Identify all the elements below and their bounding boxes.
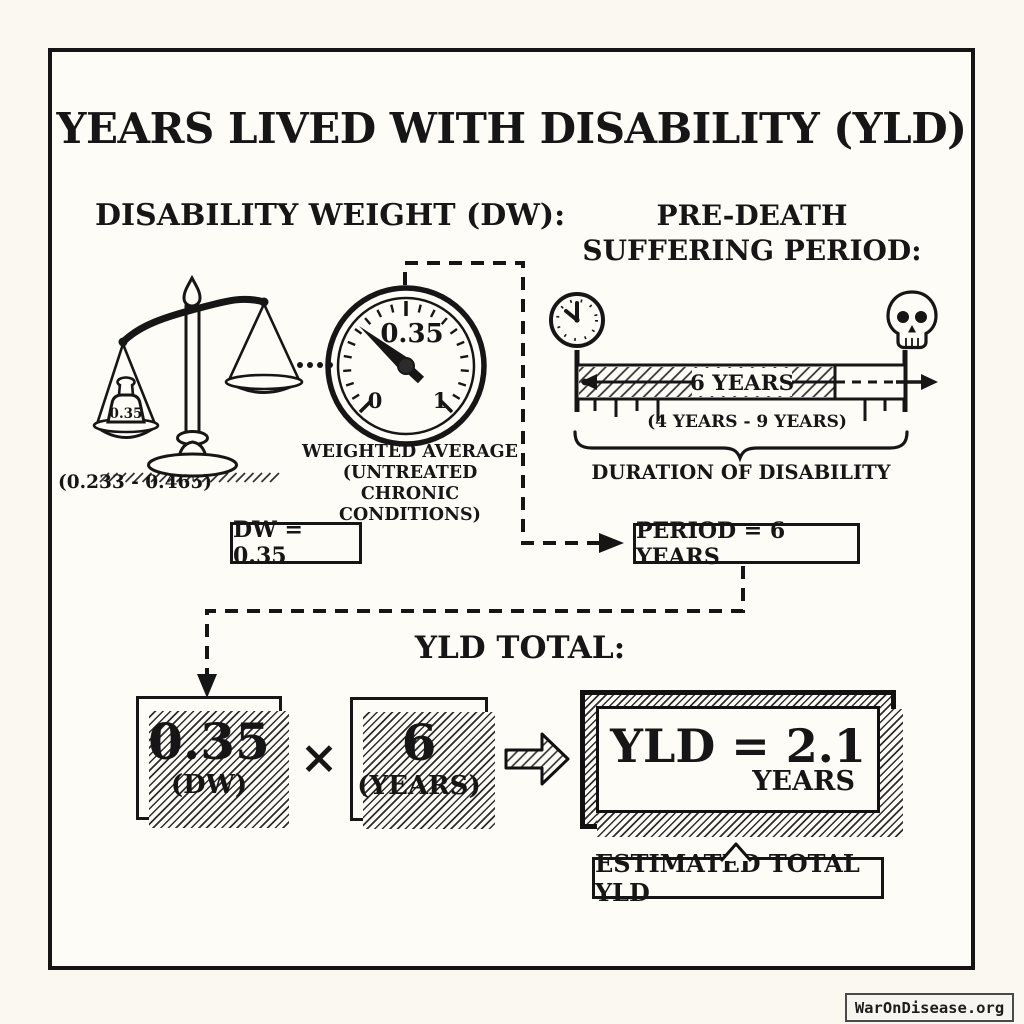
weight-range-label: (0.233 - 0.465)	[58, 472, 212, 493]
curly-brace	[573, 430, 909, 463]
factor1-label: (DW)	[170, 770, 248, 800]
timeline-range-label: (4 YEARS - 9 YEARS)	[647, 412, 847, 432]
yld-result-box: YLD = 2.1 YEARS	[580, 690, 903, 837]
gauge-caption-line2: (UNTREATED CHRONIC	[342, 463, 478, 504]
balance-scale-icon: 0.35 (0.233 - 0.465)	[58, 274, 304, 493]
weight-value: 0.35	[110, 406, 143, 422]
yld-result-inner: YLD = 2.1 YEARS	[596, 706, 880, 813]
gauge-caption-line1: WEIGHTED AVERAGE	[302, 442, 518, 462]
factor1-value: 0.35	[148, 712, 270, 771]
yld-total-heading: YLD TOTAL:	[414, 630, 626, 666]
site-watermark: WarOnDisease.org	[845, 993, 1014, 1022]
gauge-min-label: 0	[368, 388, 383, 413]
gauge-caption: WEIGHTED AVERAGE (UNTREATED CHRONIC COND…	[296, 442, 524, 526]
suffering-period-heading-line2: SUFFERING PERIOD:	[582, 234, 922, 267]
gauge-max-label: 1	[433, 388, 448, 413]
clock-icon	[549, 292, 605, 348]
estimated-total-callout: ESTIMATED TOTAL YLD	[592, 849, 884, 907]
scale-finial	[182, 274, 202, 308]
diagram-frame: YEARS LIVED WITH DISABILITY (YLD) DISABI…	[48, 48, 975, 970]
callout-notch-icon	[719, 842, 753, 862]
gauge-hub	[397, 357, 415, 375]
suffering-period-heading-line1: PRE-DEATH	[656, 199, 848, 232]
period-result-box: PERIOD = 6 YEARS	[633, 518, 860, 570]
skull-icon	[886, 290, 938, 350]
yld-result-unit: YEARS	[752, 766, 855, 797]
factor2-label: (YEARS)	[357, 771, 481, 801]
scale-post	[184, 304, 201, 438]
gauge-value: 0.35	[380, 319, 443, 349]
block-arrow-icon	[504, 732, 570, 786]
arrowhead-future-icon	[921, 374, 938, 390]
factor2-value: 6	[401, 713, 437, 772]
multiply-operator: ×	[299, 730, 339, 784]
suffering-period-heading: PRE-DEATH SUFFERING PERIOD:	[552, 198, 952, 268]
factor2-box: 6 (YEARS)	[350, 697, 495, 829]
weight-icon: 0.35	[106, 376, 146, 424]
timeline-label-plate	[692, 368, 792, 396]
disability-weight-heading: DISABILITY WEIGHT (DW):	[95, 198, 566, 233]
scale-beam	[119, 295, 268, 346]
factor1-box: 0.35 (DW)	[136, 696, 289, 828]
yld-result-formula: YLD = 2.1	[610, 719, 866, 773]
arrowhead-down-icon	[197, 674, 217, 698]
arrowhead-right-icon	[599, 533, 624, 553]
brace-label: DURATION OF DISABILITY	[591, 461, 891, 484]
page-title: YEARS LIVED WITH DISABILITY (YLD)	[56, 104, 967, 153]
gauge-icon: 0.35 0 1	[325, 285, 487, 447]
gauge-needle	[359, 326, 411, 370]
timeline-duration-label: 6 YEARS	[690, 371, 794, 396]
suffering-timeline: 6 YEARS (4 YEARS - 9 YEARS) DURATION OF …	[549, 290, 938, 484]
dw-result-box: DW = 0.35	[230, 517, 362, 569]
scale-base	[147, 452, 238, 478]
